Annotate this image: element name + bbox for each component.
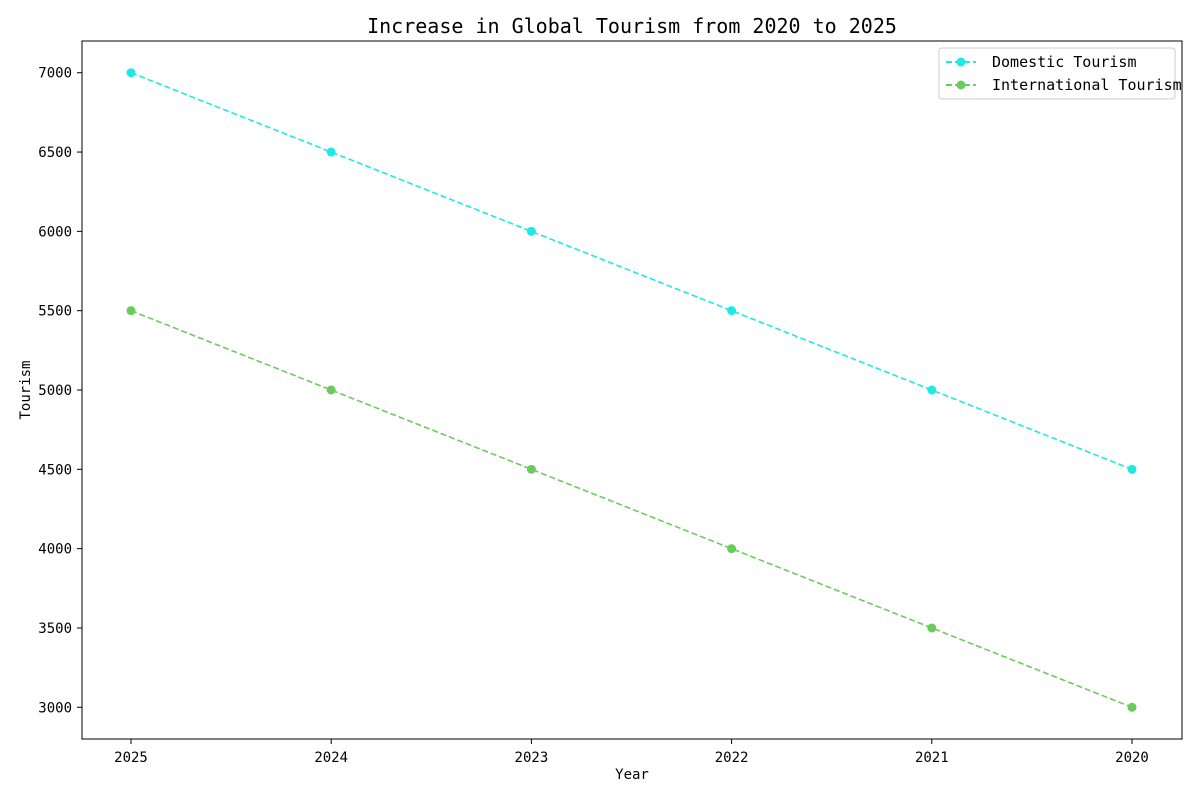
x-tick-label: 2025 [114,750,148,766]
data-point-domestic-tourism [527,227,536,236]
y-axis: 3000 3500 4000 4500 5000 5500 6000 6500 7000 [38,66,82,717]
data-point-international-tourism [1128,703,1137,712]
y-tick-label: 3500 [38,621,72,637]
y-tick-label: 5000 [38,383,72,399]
legend-label-domestic: Domestic Tourism [992,53,1137,71]
chart-title: Increase in Global Tourism from 2020 to … [367,14,897,38]
series-line-domestic-tourism [131,73,1132,470]
data-point-international-tourism [127,306,136,315]
data-point-domestic-tourism [1128,465,1137,474]
x-tick-label: 2024 [314,750,348,766]
data-point-domestic-tourism [327,148,336,157]
x-tick-label: 2022 [715,750,749,766]
y-tick-label: 4000 [38,542,72,558]
legend-marker-international [957,81,966,90]
data-point-international-tourism [327,386,336,395]
x-tick-label: 2020 [1115,750,1149,766]
x-axis-title: Year [615,767,649,783]
series-international-tourism [127,306,1137,712]
legend-marker-domestic [957,58,966,67]
y-tick-label: 3000 [38,700,72,716]
y-tick-label: 5500 [38,304,72,320]
y-tick-label: 7000 [38,66,72,82]
x-tick-label: 2021 [915,750,949,766]
series-layer [127,68,1137,712]
data-point-international-tourism [527,465,536,474]
data-point-international-tourism [927,623,936,632]
data-point-international-tourism [727,544,736,553]
series-domestic-tourism [127,68,1137,474]
legend-label-international: International Tourism [992,76,1182,94]
plot-area-frame [82,41,1182,739]
x-axis: 2025 2024 2023 2022 2021 2020 [114,739,1149,766]
y-tick-label: 4500 [38,462,72,478]
y-tick-label: 6000 [38,224,72,240]
data-point-domestic-tourism [727,306,736,315]
series-line-international-tourism [131,311,1132,708]
y-axis-title: Tourism [18,360,34,419]
y-tick-label: 6500 [38,145,72,161]
data-point-domestic-tourism [127,68,136,77]
x-tick-label: 2023 [515,750,549,766]
data-point-domestic-tourism [927,386,936,395]
legend: Domestic Tourism International Tourism [939,48,1182,99]
